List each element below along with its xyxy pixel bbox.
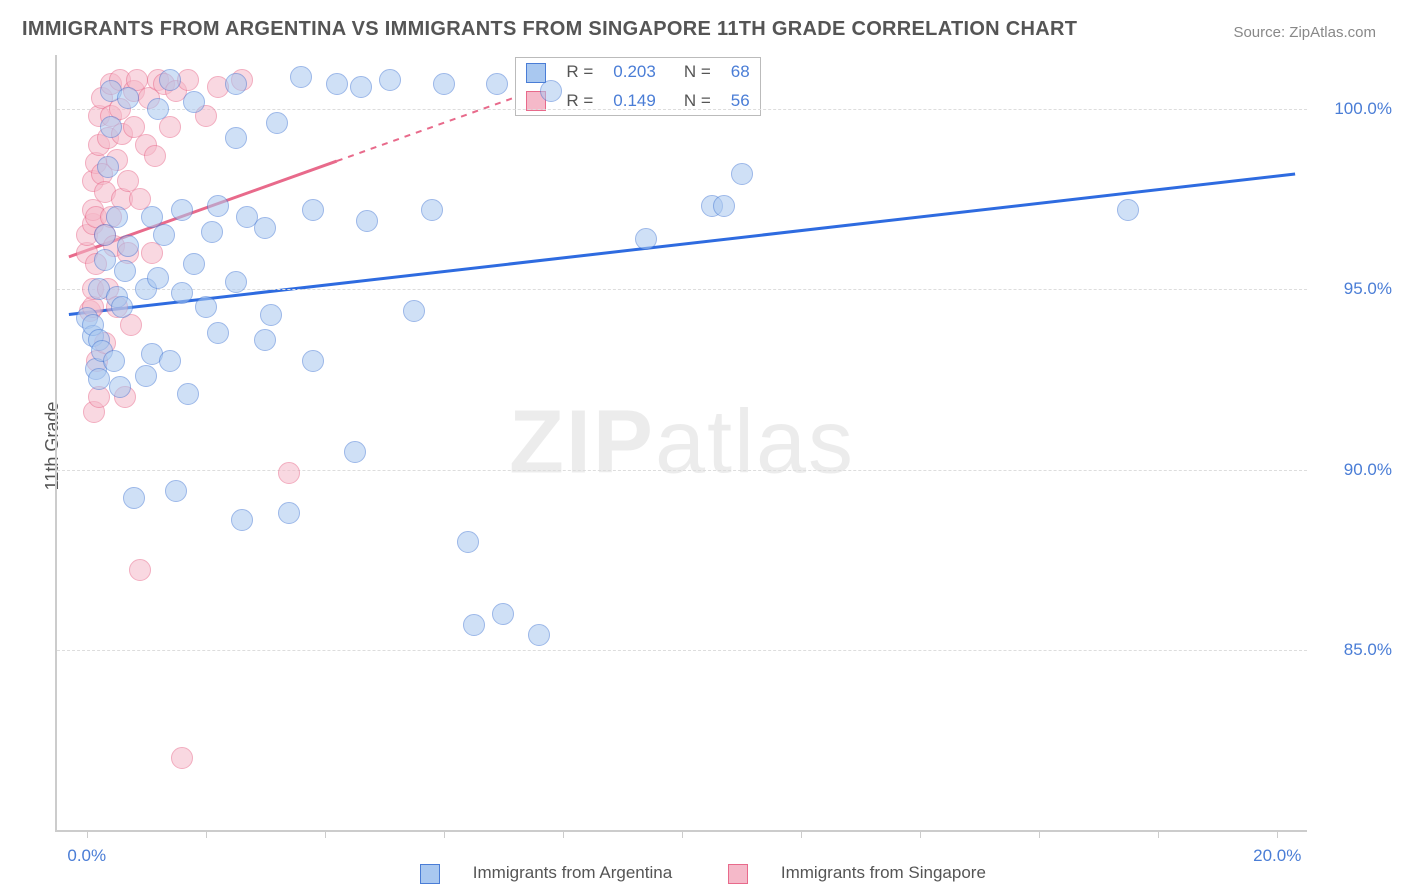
y-tick-label: 100.0% [1322, 99, 1392, 119]
scatter-point-argentina [266, 112, 288, 134]
x-tick [87, 830, 88, 838]
scatter-point-argentina [486, 73, 508, 95]
scatter-point-argentina [111, 296, 133, 318]
gridline [57, 109, 1307, 110]
scatter-point-argentina [135, 365, 157, 387]
scatter-point-argentina [153, 224, 175, 246]
scatter-point-argentina [635, 228, 657, 250]
scatter-point-argentina [88, 368, 110, 390]
y-tick-label: 95.0% [1322, 279, 1392, 299]
x-tick [325, 830, 326, 838]
x-tick [563, 830, 564, 838]
scatter-point-argentina [231, 509, 253, 531]
scatter-point-singapore [144, 145, 166, 167]
scatter-point-argentina [290, 66, 312, 88]
y-tick-label: 90.0% [1322, 460, 1392, 480]
scatter-point-argentina [159, 350, 181, 372]
plot-area: ZIPatlas R = 0.203N = 68R = 0.149N = 56 … [55, 55, 1307, 832]
scatter-point-argentina [731, 163, 753, 185]
scatter-point-argentina [403, 300, 425, 322]
scatter-point-argentina [1117, 199, 1139, 221]
scatter-point-singapore [159, 116, 181, 138]
scatter-point-argentina [103, 350, 125, 372]
scatter-point-argentina [171, 282, 193, 304]
scatter-point-argentina [457, 531, 479, 553]
gridline [57, 470, 1307, 471]
scatter-point-argentina [225, 73, 247, 95]
x-tick [1158, 830, 1159, 838]
scatter-point-argentina [123, 487, 145, 509]
legend-item: Immigrants from Argentina [406, 863, 686, 882]
scatter-point-argentina [350, 76, 372, 98]
scatter-point-argentina [183, 253, 205, 275]
scatter-point-argentina [114, 260, 136, 282]
scatter-point-argentina [201, 221, 223, 243]
legend-label: Immigrants from Argentina [473, 863, 672, 882]
scatter-point-argentina [97, 156, 119, 178]
scatter-point-argentina [225, 271, 247, 293]
scatter-point-singapore [278, 462, 300, 484]
chart-container: IMMIGRANTS FROM ARGENTINA VS IMMIGRANTS … [0, 0, 1406, 892]
scatter-point-argentina [147, 267, 169, 289]
scatter-point-argentina [278, 502, 300, 524]
x-tick [1277, 830, 1278, 838]
scatter-point-argentina [207, 195, 229, 217]
scatter-point-singapore [129, 559, 151, 581]
scatter-point-argentina [100, 116, 122, 138]
scatter-point-argentina [302, 199, 324, 221]
series-legend: Immigrants from Argentina Immigrants fro… [0, 863, 1406, 884]
scatter-point-argentina [117, 87, 139, 109]
scatter-point-argentina [302, 350, 324, 372]
y-tick-label: 85.0% [1322, 640, 1392, 660]
scatter-point-argentina [254, 217, 276, 239]
scatter-point-argentina [147, 98, 169, 120]
scatter-point-argentina [421, 199, 443, 221]
trend-lines-layer [57, 55, 1307, 830]
scatter-point-argentina [379, 69, 401, 91]
legend-item: Immigrants from Singapore [714, 863, 1000, 882]
scatter-point-argentina [225, 127, 247, 149]
x-tick [206, 830, 207, 838]
scatter-point-argentina [344, 441, 366, 463]
x-tick [444, 830, 445, 838]
scatter-point-argentina [165, 480, 187, 502]
legend-label: Immigrants from Singapore [781, 863, 986, 882]
scatter-point-argentina [183, 91, 205, 113]
scatter-point-argentina [433, 73, 455, 95]
scatter-point-argentina [528, 624, 550, 646]
scatter-point-argentina [713, 195, 735, 217]
scatter-point-argentina [109, 376, 131, 398]
gridline [57, 289, 1307, 290]
scatter-point-argentina [94, 249, 116, 271]
legend-swatch [728, 864, 748, 884]
source-label: Source: ZipAtlas.com [1233, 24, 1376, 41]
x-tick [920, 830, 921, 838]
scatter-point-argentina [326, 73, 348, 95]
scatter-point-argentina [260, 304, 282, 326]
scatter-point-argentina [207, 322, 229, 344]
x-tick [801, 830, 802, 838]
x-tick [1039, 830, 1040, 838]
scatter-point-argentina [492, 603, 514, 625]
scatter-point-argentina [106, 206, 128, 228]
scatter-point-singapore [171, 747, 193, 769]
gridline [57, 650, 1307, 651]
scatter-point-argentina [171, 199, 193, 221]
chart-title: IMMIGRANTS FROM ARGENTINA VS IMMIGRANTS … [22, 18, 1077, 41]
scatter-point-argentina [195, 296, 217, 318]
legend-swatch [420, 864, 440, 884]
scatter-point-argentina [117, 235, 139, 257]
watermark: ZIPatlas [509, 391, 855, 494]
scatter-point-argentina [540, 80, 562, 102]
x-tick [682, 830, 683, 838]
scatter-point-argentina [254, 329, 276, 351]
scatter-point-argentina [463, 614, 485, 636]
scatter-point-argentina [159, 69, 181, 91]
scatter-point-argentina [177, 383, 199, 405]
scatter-point-argentina [356, 210, 378, 232]
